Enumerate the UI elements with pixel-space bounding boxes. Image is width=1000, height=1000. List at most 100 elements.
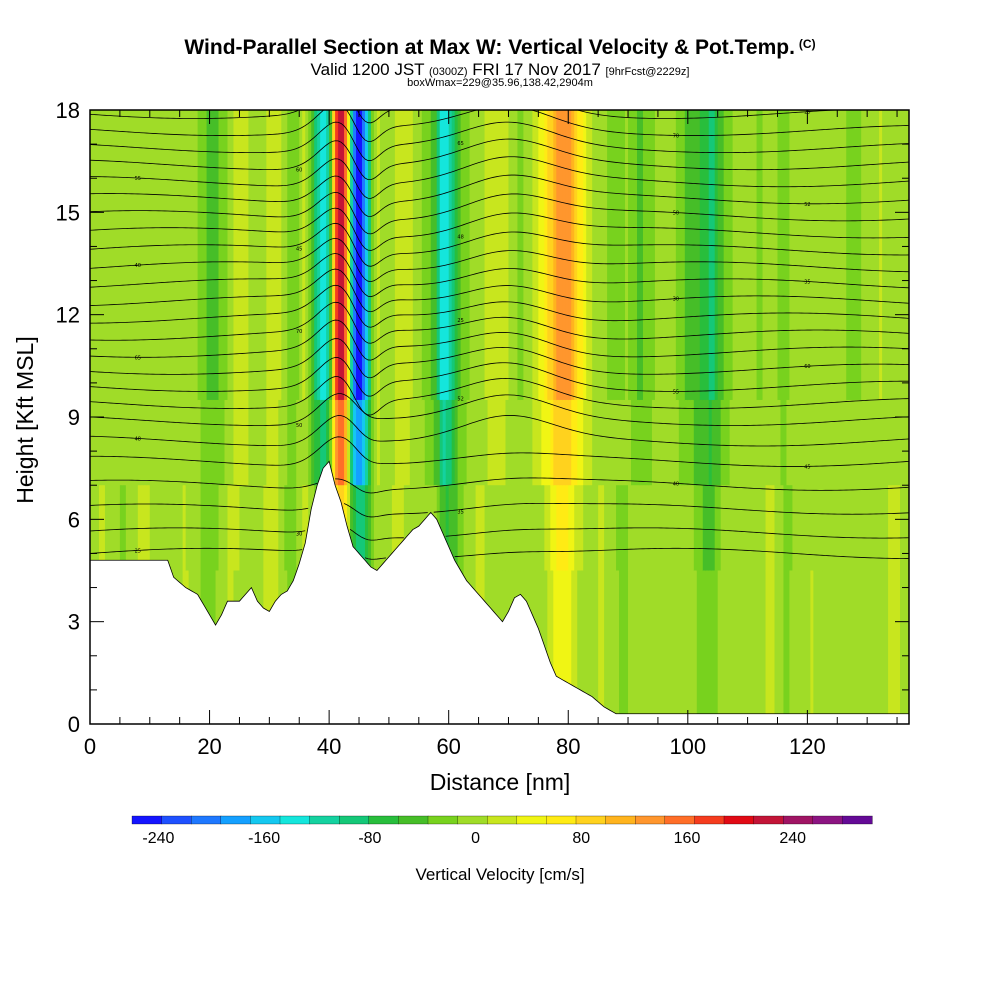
y-tick-label: 9 <box>68 405 80 430</box>
velocity-cell <box>672 570 677 724</box>
velocity-cell <box>622 399 626 486</box>
velocity-cell <box>134 110 139 401</box>
velocity-cell <box>669 110 674 401</box>
velocity-cell <box>128 485 133 572</box>
velocity-cell <box>460 399 465 486</box>
velocity-cell <box>439 110 444 401</box>
velocity-cell <box>167 110 172 401</box>
velocity-cell <box>831 570 835 724</box>
velocity-cell <box>834 570 838 724</box>
isentrope-line <box>90 301 909 344</box>
velocity-cell <box>269 399 273 486</box>
velocity-cell <box>562 570 566 724</box>
velocity-cell <box>293 485 297 572</box>
velocity-cell <box>771 399 776 486</box>
velocity-cell <box>705 570 710 724</box>
isentrope-line <box>90 174 909 217</box>
velocity-cell <box>681 570 686 724</box>
velocity-cell <box>903 399 907 486</box>
x-tick-label: 60 <box>436 734 460 759</box>
velocity-cell <box>622 570 626 724</box>
velocity-cell <box>508 110 513 401</box>
velocity-cell <box>681 110 686 401</box>
velocity-cell <box>394 399 399 486</box>
velocity-cell <box>104 485 109 572</box>
velocity-cell <box>517 110 522 401</box>
velocity-cell <box>373 485 378 572</box>
velocity-cell <box>170 110 175 401</box>
velocity-cell <box>547 485 551 572</box>
velocity-cell <box>320 110 324 401</box>
velocity-cell <box>804 485 808 572</box>
velocity-cell <box>439 485 444 572</box>
velocity-cell <box>233 399 238 486</box>
velocity-cell <box>873 485 877 572</box>
velocity-cell <box>645 399 650 486</box>
velocity-cell <box>523 485 527 572</box>
velocity-field <box>90 110 909 724</box>
velocity-cell <box>657 399 662 486</box>
velocity-cell <box>257 110 261 401</box>
isentrope-line <box>90 138 909 181</box>
colorbar-swatch <box>664 815 695 825</box>
velocity-cell <box>723 399 728 486</box>
velocity-cell <box>732 485 737 572</box>
velocity-cell <box>215 399 220 486</box>
velocity-cell <box>774 485 779 572</box>
velocity-cell <box>879 570 883 724</box>
velocity-cell <box>565 570 569 724</box>
velocity-cell <box>604 570 608 724</box>
velocity-cell <box>373 110 378 401</box>
colorbar-swatch <box>723 815 755 825</box>
velocity-cell <box>469 110 474 401</box>
velocity-cell <box>666 570 671 724</box>
velocity-cell <box>242 110 247 401</box>
velocity-cell <box>436 110 441 401</box>
velocity-cell <box>356 110 360 401</box>
velocity-cell <box>771 110 776 401</box>
velocity-cell <box>654 399 659 486</box>
velocity-cell <box>610 110 614 401</box>
velocity-cell <box>819 570 823 724</box>
velocity-cell <box>589 570 593 724</box>
velocity-cell <box>433 399 438 486</box>
velocity-cell <box>448 110 453 401</box>
velocity-cell <box>314 110 318 401</box>
velocity-cell <box>768 110 773 401</box>
velocity-cell <box>212 399 217 486</box>
velocity-cell <box>651 110 656 401</box>
velocity-cell <box>738 485 743 572</box>
velocity-cell <box>185 399 190 486</box>
velocity-cell <box>687 570 692 724</box>
velocity-cell <box>430 399 435 486</box>
velocity-cell <box>385 110 390 401</box>
velocity-cell <box>547 399 551 486</box>
velocity-cell <box>493 485 498 572</box>
velocity-cell <box>592 399 596 486</box>
velocity-cell <box>891 399 895 486</box>
velocity-cell <box>897 399 901 486</box>
velocity-cell <box>224 485 229 572</box>
velocity-cell <box>855 399 859 486</box>
velocity-cell <box>517 485 522 572</box>
velocity-cell <box>119 485 124 572</box>
velocity-cell <box>693 110 698 401</box>
velocity-cell <box>203 110 208 401</box>
velocity-cell <box>412 399 417 486</box>
velocity-cell <box>391 399 396 486</box>
velocity-cell <box>341 399 345 486</box>
velocity-cell <box>427 110 432 401</box>
velocity-cell <box>711 570 716 724</box>
x-tick-label: 80 <box>556 734 580 759</box>
velocity-cell <box>385 399 390 486</box>
velocity-cell <box>789 110 794 401</box>
velocity-cell <box>816 399 820 486</box>
velocity-cell <box>475 485 480 572</box>
velocity-cell <box>900 399 904 486</box>
velocity-cell <box>714 399 719 486</box>
velocity-cell <box>110 399 115 486</box>
velocity-cell <box>885 110 889 401</box>
velocity-cell <box>702 399 707 486</box>
velocity-cell <box>263 485 267 572</box>
colorbar-swatch <box>753 815 784 825</box>
